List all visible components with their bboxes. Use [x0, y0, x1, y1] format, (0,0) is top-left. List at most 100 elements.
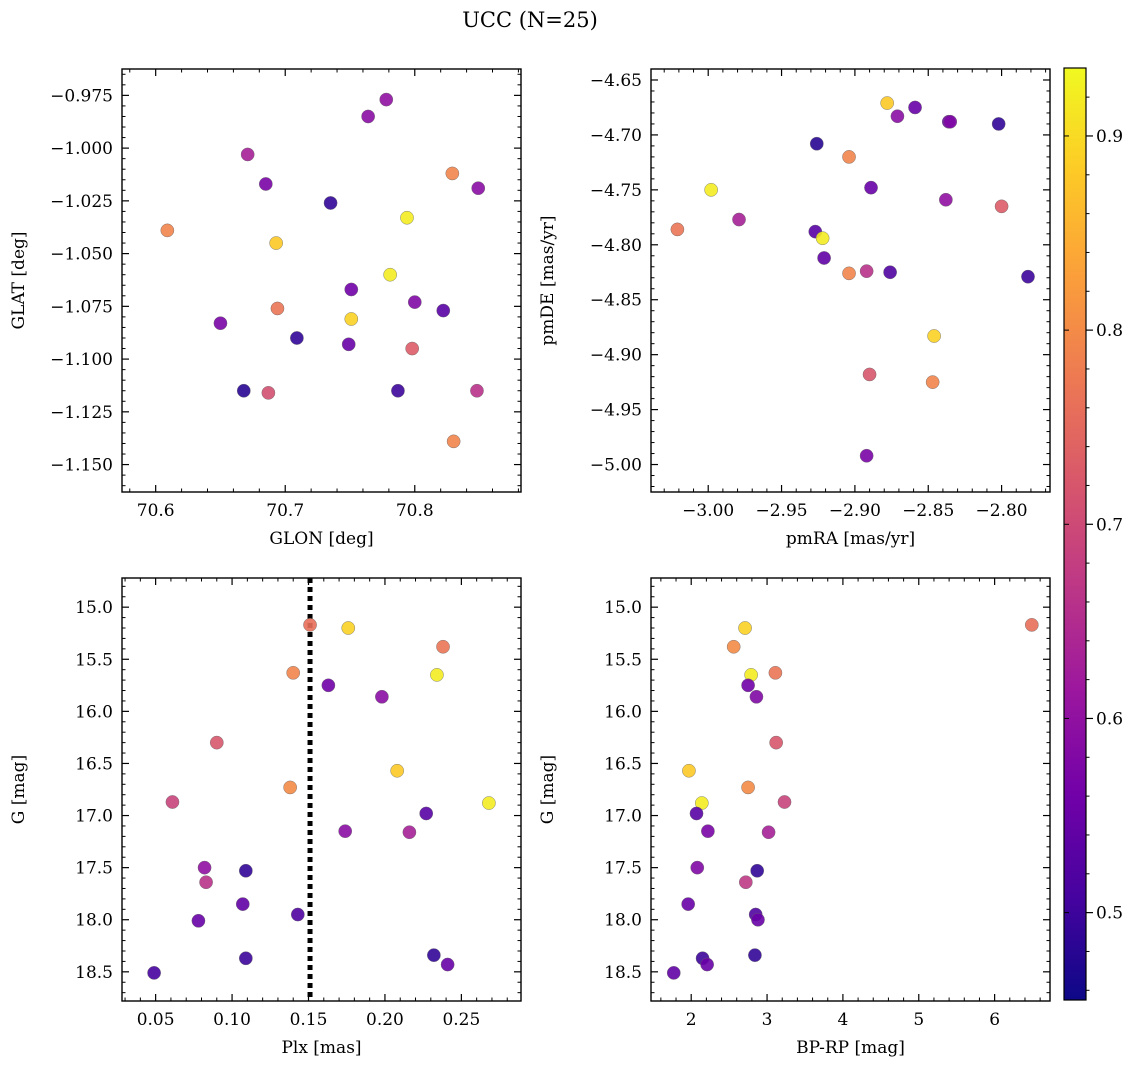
y-tick-label: −4.65 — [590, 71, 642, 91]
data-point — [883, 265, 897, 280]
data-point — [864, 180, 878, 195]
x-axis-label: GLON [deg] — [269, 529, 373, 549]
panel-bprp-g: 2 3 4 5 6 15.0 15.5 16.0 16.5 17.0 17.5 18.0 18.5 BP-… — [538, 577, 1051, 1058]
data-point — [1021, 269, 1035, 284]
data-point — [390, 763, 404, 778]
data-point — [700, 957, 714, 972]
data-point — [419, 806, 434, 821]
data-point — [427, 948, 441, 962]
data-point — [862, 367, 877, 382]
data-point — [741, 678, 755, 693]
data-point — [436, 639, 450, 654]
axes-frame — [121, 68, 522, 493]
y-tick-label: −5.00 — [590, 456, 642, 476]
x-tick-label: 6 — [989, 1010, 1000, 1030]
data-point — [471, 181, 486, 195]
y-tick-label: 17.5 — [75, 859, 113, 879]
y-tick-label: 17.5 — [604, 859, 642, 879]
x-tick-label: 70.8 — [396, 501, 434, 521]
data-point — [470, 383, 484, 398]
data-point — [815, 231, 830, 245]
y-tick-label: −1.000 — [50, 139, 113, 159]
data-point — [741, 780, 755, 795]
y-tick-label: 16.5 — [604, 754, 642, 774]
y-axis-label: G [mag] — [538, 755, 558, 824]
data-point — [235, 897, 250, 911]
data-point — [321, 678, 336, 693]
data-point — [738, 621, 752, 635]
data-point — [925, 375, 940, 389]
y-tick-label: −4.85 — [590, 291, 642, 311]
data-point — [751, 912, 765, 927]
data-point — [682, 763, 696, 778]
y-tick-label: −1.050 — [50, 245, 113, 265]
y-tick-label: −1.100 — [50, 350, 113, 370]
data-point — [943, 114, 958, 129]
y-tick-label: 16.5 — [75, 754, 113, 774]
y-tick-label: −4.90 — [590, 346, 642, 366]
data-point — [199, 875, 213, 890]
x-tick-label: 70.6 — [137, 501, 175, 521]
figure-title: UCC (N=25) — [462, 8, 598, 32]
y-tick-label: −4.70 — [590, 126, 642, 146]
data-point — [239, 951, 253, 966]
data-point — [859, 264, 874, 278]
y-axis-label: G [mag] — [9, 755, 29, 824]
data-point — [436, 303, 451, 318]
points — [160, 92, 486, 449]
y-tick-label: 18.0 — [604, 911, 642, 931]
x-tick-label: −3.00 — [682, 501, 734, 521]
data-point — [286, 666, 301, 680]
y-tick-label: 15.5 — [75, 650, 113, 670]
data-point — [197, 860, 212, 875]
data-point — [704, 183, 718, 197]
data-point — [768, 666, 783, 680]
data-point — [908, 100, 922, 115]
data-point — [1024, 618, 1039, 632]
data-point — [732, 212, 746, 227]
y-tick-label: −4.95 — [590, 401, 642, 421]
data-point — [482, 796, 496, 810]
colorbar-tick-label: 0.6 — [1096, 709, 1123, 729]
colorbar-gradient — [1063, 67, 1087, 1001]
data-point — [681, 897, 695, 911]
data-point — [809, 136, 824, 151]
y-axis-label: pmDE [mas/yr] — [538, 215, 558, 345]
x-tick-label: 0.25 — [442, 1010, 480, 1030]
data-point — [261, 386, 276, 400]
y-tick-label: −1.075 — [50, 297, 113, 317]
y-tick-label: 18.5 — [604, 963, 642, 983]
x-tick-label: 5 — [913, 1010, 924, 1030]
axes-frame — [650, 68, 1051, 493]
colorbar-tick-label: 0.8 — [1096, 321, 1123, 341]
data-point — [842, 150, 856, 164]
y-tick-label: −1.125 — [50, 403, 113, 423]
data-point — [890, 109, 905, 124]
data-point — [239, 863, 253, 878]
data-point — [445, 166, 460, 181]
data-point — [383, 267, 397, 282]
y-tick-label: 16.0 — [604, 702, 642, 722]
data-point — [361, 109, 375, 124]
x-axis-label: BP-RP [mag] — [796, 1038, 905, 1058]
y-tick-label: −1.025 — [50, 192, 113, 212]
data-point — [341, 337, 356, 352]
x-tick-label: 0.20 — [366, 1010, 404, 1030]
data-point — [777, 795, 792, 809]
data-point — [817, 251, 831, 265]
x-tick-label: 3 — [762, 1010, 773, 1030]
x-tick-label: 0.05 — [137, 1010, 175, 1030]
colorbar-tick-label: 0.9 — [1096, 127, 1123, 147]
data-point — [666, 966, 681, 980]
colorbar-tick-label: 0.7 — [1096, 515, 1123, 535]
x-tick-label: 0.10 — [213, 1010, 251, 1030]
x-axis-label: pmRA [mas/yr] — [786, 529, 915, 549]
y-tick-label: 18.5 — [75, 963, 113, 983]
data-point — [213, 316, 228, 331]
data-point — [165, 795, 180, 809]
data-point — [769, 735, 783, 750]
panel-plx-g: 0.05 0.10 0.15 0.20 0.25 15.0 15.5 16.0 16.5 17.0… — [9, 577, 522, 1058]
data-point — [430, 668, 444, 682]
colorbar-tick-label: 0.5 — [1096, 904, 1123, 924]
